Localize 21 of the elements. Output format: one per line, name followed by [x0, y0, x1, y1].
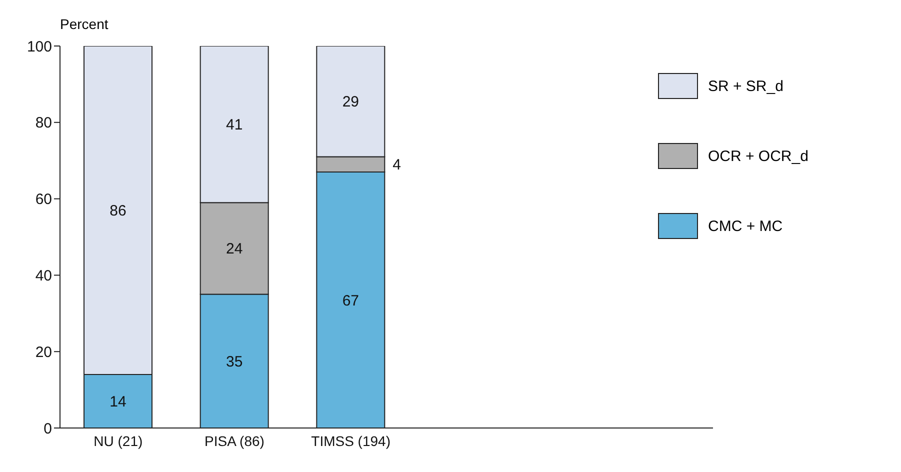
y-tick-label: 60 — [35, 191, 52, 208]
data-label: 41 — [226, 116, 243, 134]
y-tick-label: 0 — [44, 420, 52, 438]
legend-label: OCR + OCR_d — [708, 148, 808, 164]
x-tick-label: NU (21) — [94, 432, 143, 449]
x-tick-label: TIMSS (194) — [311, 432, 391, 449]
y-tick-label: 80 — [35, 114, 52, 132]
data-label: 14 — [110, 394, 126, 411]
data-label: 4 — [392, 156, 402, 174]
legend-label: CMC + MC — [708, 218, 783, 234]
y-tick-label: 20 — [35, 344, 52, 361]
legend-label: SR + SR_d — [708, 78, 784, 94]
data-label: 24 — [226, 240, 243, 258]
y-axis-title: Percent — [60, 16, 108, 32]
x-tick-label: PISA (86) — [204, 432, 264, 449]
y-tick-label: 100 — [26, 38, 52, 56]
data-label: 67 — [342, 292, 360, 310]
data-label: 35 — [226, 353, 243, 370]
y-tick-label: 40 — [35, 268, 52, 285]
data-label: 86 — [110, 202, 126, 220]
data-label: 29 — [342, 94, 360, 111]
